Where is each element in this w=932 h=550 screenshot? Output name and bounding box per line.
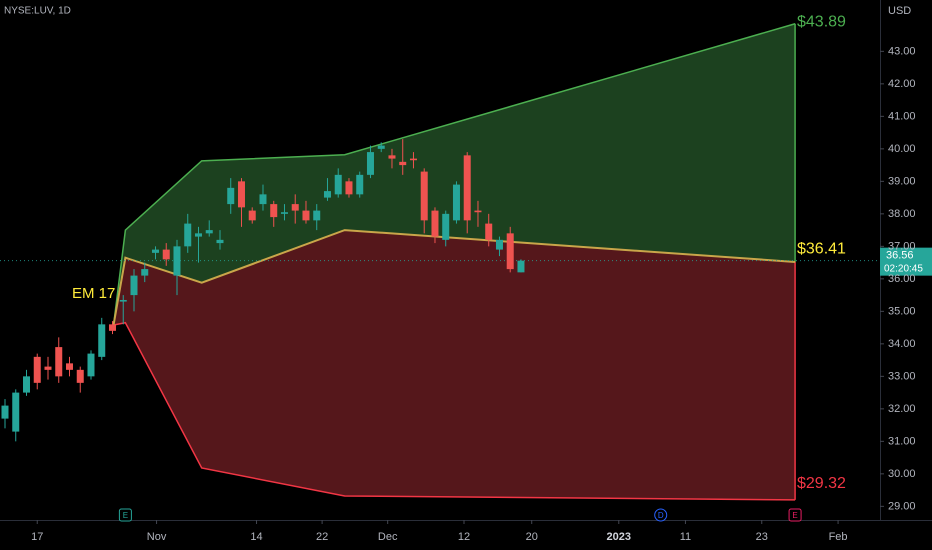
x-tick-label: 20 <box>526 531 538 543</box>
candle-body <box>377 145 385 149</box>
candle-body <box>366 152 374 175</box>
x-tick-label: Feb <box>829 531 848 543</box>
y-tick-label: 38.00 <box>888 208 916 220</box>
candle-body <box>44 366 52 370</box>
band-edge <box>113 321 796 501</box>
candle-body <box>409 158 417 161</box>
candle-body <box>130 275 138 296</box>
x-tick-label: 12 <box>458 531 470 543</box>
candle-body <box>495 239 503 250</box>
candle-body <box>463 155 471 221</box>
candle-body <box>452 184 460 221</box>
candle-body <box>420 171 428 221</box>
candle-body <box>141 269 149 276</box>
candle-body <box>227 187 235 205</box>
y-tick-label: 42.00 <box>888 78 916 90</box>
x-tick-label: 22 <box>316 531 328 543</box>
countdown: 02:20:45 <box>884 263 923 274</box>
x-tick-label: 14 <box>250 531 262 543</box>
level-label: $29.32 <box>797 475 846 492</box>
y-tick-label: 40.00 <box>888 143 916 155</box>
currency: USD <box>888 5 911 17</box>
candle-body <box>388 155 396 159</box>
candle-body <box>119 299 127 302</box>
candle-body <box>399 161 407 166</box>
candle-body <box>313 210 321 221</box>
band-edge <box>112 23 796 326</box>
event-marker <box>788 508 802 522</box>
last-price-label: 36.56 <box>886 250 914 262</box>
y-tick-label: 30.00 <box>888 468 916 480</box>
candle-body <box>259 194 267 205</box>
candle-body <box>280 212 288 214</box>
candle-body <box>248 210 256 221</box>
y-tick-label: 32.00 <box>888 403 916 415</box>
event-marker <box>654 508 668 522</box>
candle-body <box>431 210 439 237</box>
candle-body <box>442 213 450 240</box>
candle-body <box>173 246 181 276</box>
event-marker <box>118 508 132 522</box>
y-tick-label: 33.00 <box>888 370 916 382</box>
em-label: EM 17 <box>72 285 115 302</box>
x-tick-label: 17 <box>31 531 43 543</box>
symbol-title: NYSE:LUV, 1D <box>4 6 71 17</box>
candle-body <box>334 174 342 195</box>
candle-body <box>184 223 192 247</box>
candle-body <box>22 376 30 393</box>
y-tick-label: 35.00 <box>888 305 916 317</box>
candle-body <box>205 230 213 234</box>
candle-body <box>506 233 514 270</box>
candle-body <box>1 405 9 419</box>
candle-body <box>65 363 73 370</box>
candle-body <box>323 191 331 198</box>
y-tick-label: 39.00 <box>888 175 916 187</box>
candle-body <box>291 204 299 211</box>
y-tick-label: 34.00 <box>888 338 916 350</box>
y-tick-label: 43.00 <box>888 45 916 57</box>
y-tick-label: 37.00 <box>888 240 916 252</box>
event-label: D <box>658 511 664 520</box>
candle-body <box>270 204 278 218</box>
x-tick-label: 23 <box>756 531 768 543</box>
candle-body <box>302 210 310 221</box>
x-tick-label: Dec <box>378 531 398 543</box>
candle-body <box>356 174 364 195</box>
candle-body <box>108 324 116 331</box>
candle-body <box>474 210 482 213</box>
last-price-tag <box>880 247 932 276</box>
candle-body <box>237 181 245 208</box>
candle-body <box>194 233 202 237</box>
candle-body <box>517 260 525 273</box>
level-label: $43.89 <box>797 14 846 31</box>
candles <box>0 139 880 442</box>
y-tick-label: 36.00 <box>888 273 916 285</box>
y-tick-label: 29.00 <box>888 500 916 512</box>
candle-body <box>76 369 84 383</box>
candle-body <box>98 324 106 357</box>
bands <box>112 23 796 501</box>
level-label: $36.41 <box>797 241 846 258</box>
event-label: E <box>123 511 128 520</box>
candle-body <box>55 347 63 377</box>
x-tick-label: 11 <box>680 531 691 543</box>
x-tick-label: Nov <box>147 531 167 543</box>
candle-body <box>216 239 224 244</box>
x-tick-label: 2023 <box>607 531 631 543</box>
event-label: E <box>792 511 797 520</box>
y-tick-label: 31.00 <box>888 435 916 447</box>
candle-body <box>151 249 159 253</box>
band-area <box>113 230 796 500</box>
candle-body <box>33 356 41 383</box>
candle-body <box>485 223 493 240</box>
candle-body <box>87 353 95 377</box>
candle-body <box>12 392 20 432</box>
candle-body <box>162 249 170 260</box>
y-tick-label: 41.00 <box>888 110 916 122</box>
mid-line <box>112 229 796 326</box>
candle-body <box>345 181 353 195</box>
